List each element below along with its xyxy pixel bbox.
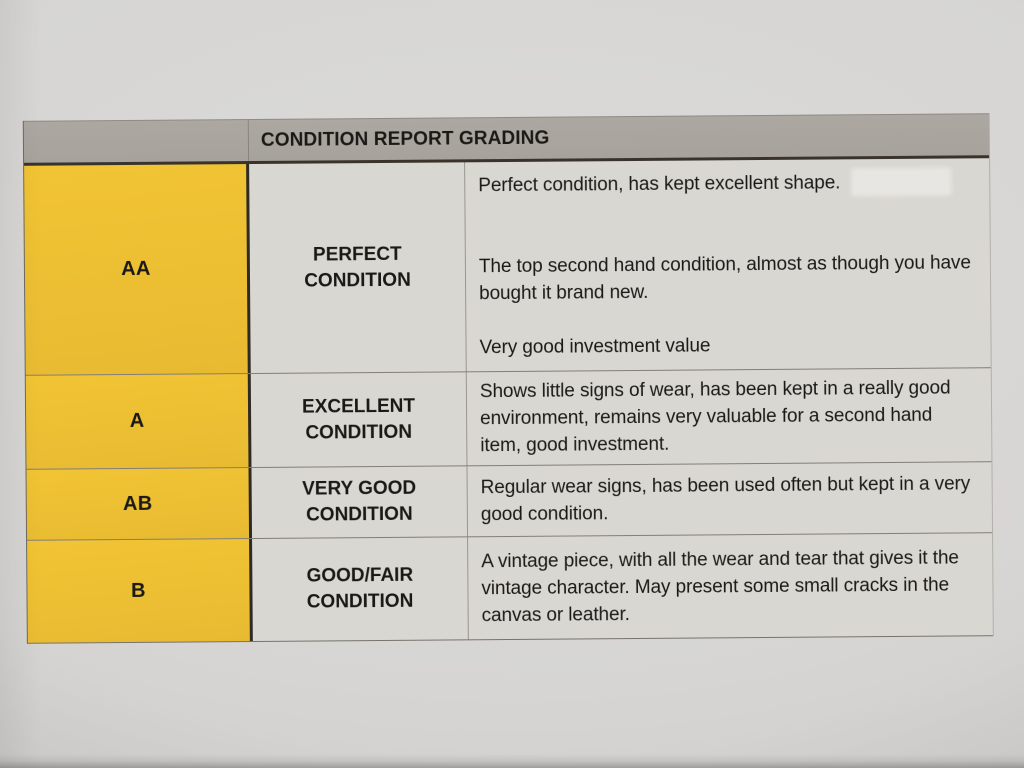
condition-desc-cell-a: Shows little signs of wear, has been kep… [466,368,992,466]
table-header-row: CONDITION REPORT GRADING [23,113,990,166]
condition-label-cell-aa: PERFECT CONDITION [249,162,467,374]
condition-label-b: GOOD/FAIR CONDITION [306,564,414,613]
condition-desc-cell-ab: Regular wear signs, has been used often … [467,462,993,537]
condition-label-cell-b: GOOD/FAIR CONDITION [252,537,469,642]
condition-desc-cell-b: A vintage piece, with all the wear and t… [468,533,993,640]
table-row-a: A EXCELLENT CONDITION Shows little signs… [25,368,992,470]
condition-label-a: EXCELLENT CONDITION [301,395,416,444]
grade-cell-ab: AB [26,468,253,540]
table-title: CONDITION REPORT GRADING [260,127,550,151]
grade-cell-aa: AA [24,164,251,375]
table-row-b: B GOOD/FAIR CONDITION A vintage piece, w… [27,533,993,644]
table-row-aa: AA PERFECT CONDITION Perfect condition, … [24,158,991,376]
table-row-ab: AB VERY GOOD CONDITION Regular wear sign… [26,462,993,541]
condition-desc-ab: Regular wear signs, has been used often … [480,473,971,526]
condition-label-cell-a: EXCELLENT CONDITION [250,372,468,468]
condition-desc-a: Shows little signs of wear, has been kep… [479,377,951,457]
condition-desc-cell-aa: Perfect condition, has kept excellent sh… [465,158,991,372]
condition-desc-b: A vintage piece, with all the wear and t… [481,546,959,626]
grade-cell-b: B [27,539,253,643]
condition-desc-aa: Perfect condition, has kept excellent sh… [478,172,971,359]
condition-label-cell-ab: VERY GOOD CONDITION [251,466,469,539]
grade-cell-a: A [25,374,252,469]
condition-label-aa: PERFECT CONDITION [304,243,411,292]
header-empty-cell [23,120,250,163]
condition-report-table: CONDITION REPORT GRADING AA PERFECT COND… [22,113,994,644]
condition-label-ab: VERY GOOD CONDITION [302,477,417,526]
